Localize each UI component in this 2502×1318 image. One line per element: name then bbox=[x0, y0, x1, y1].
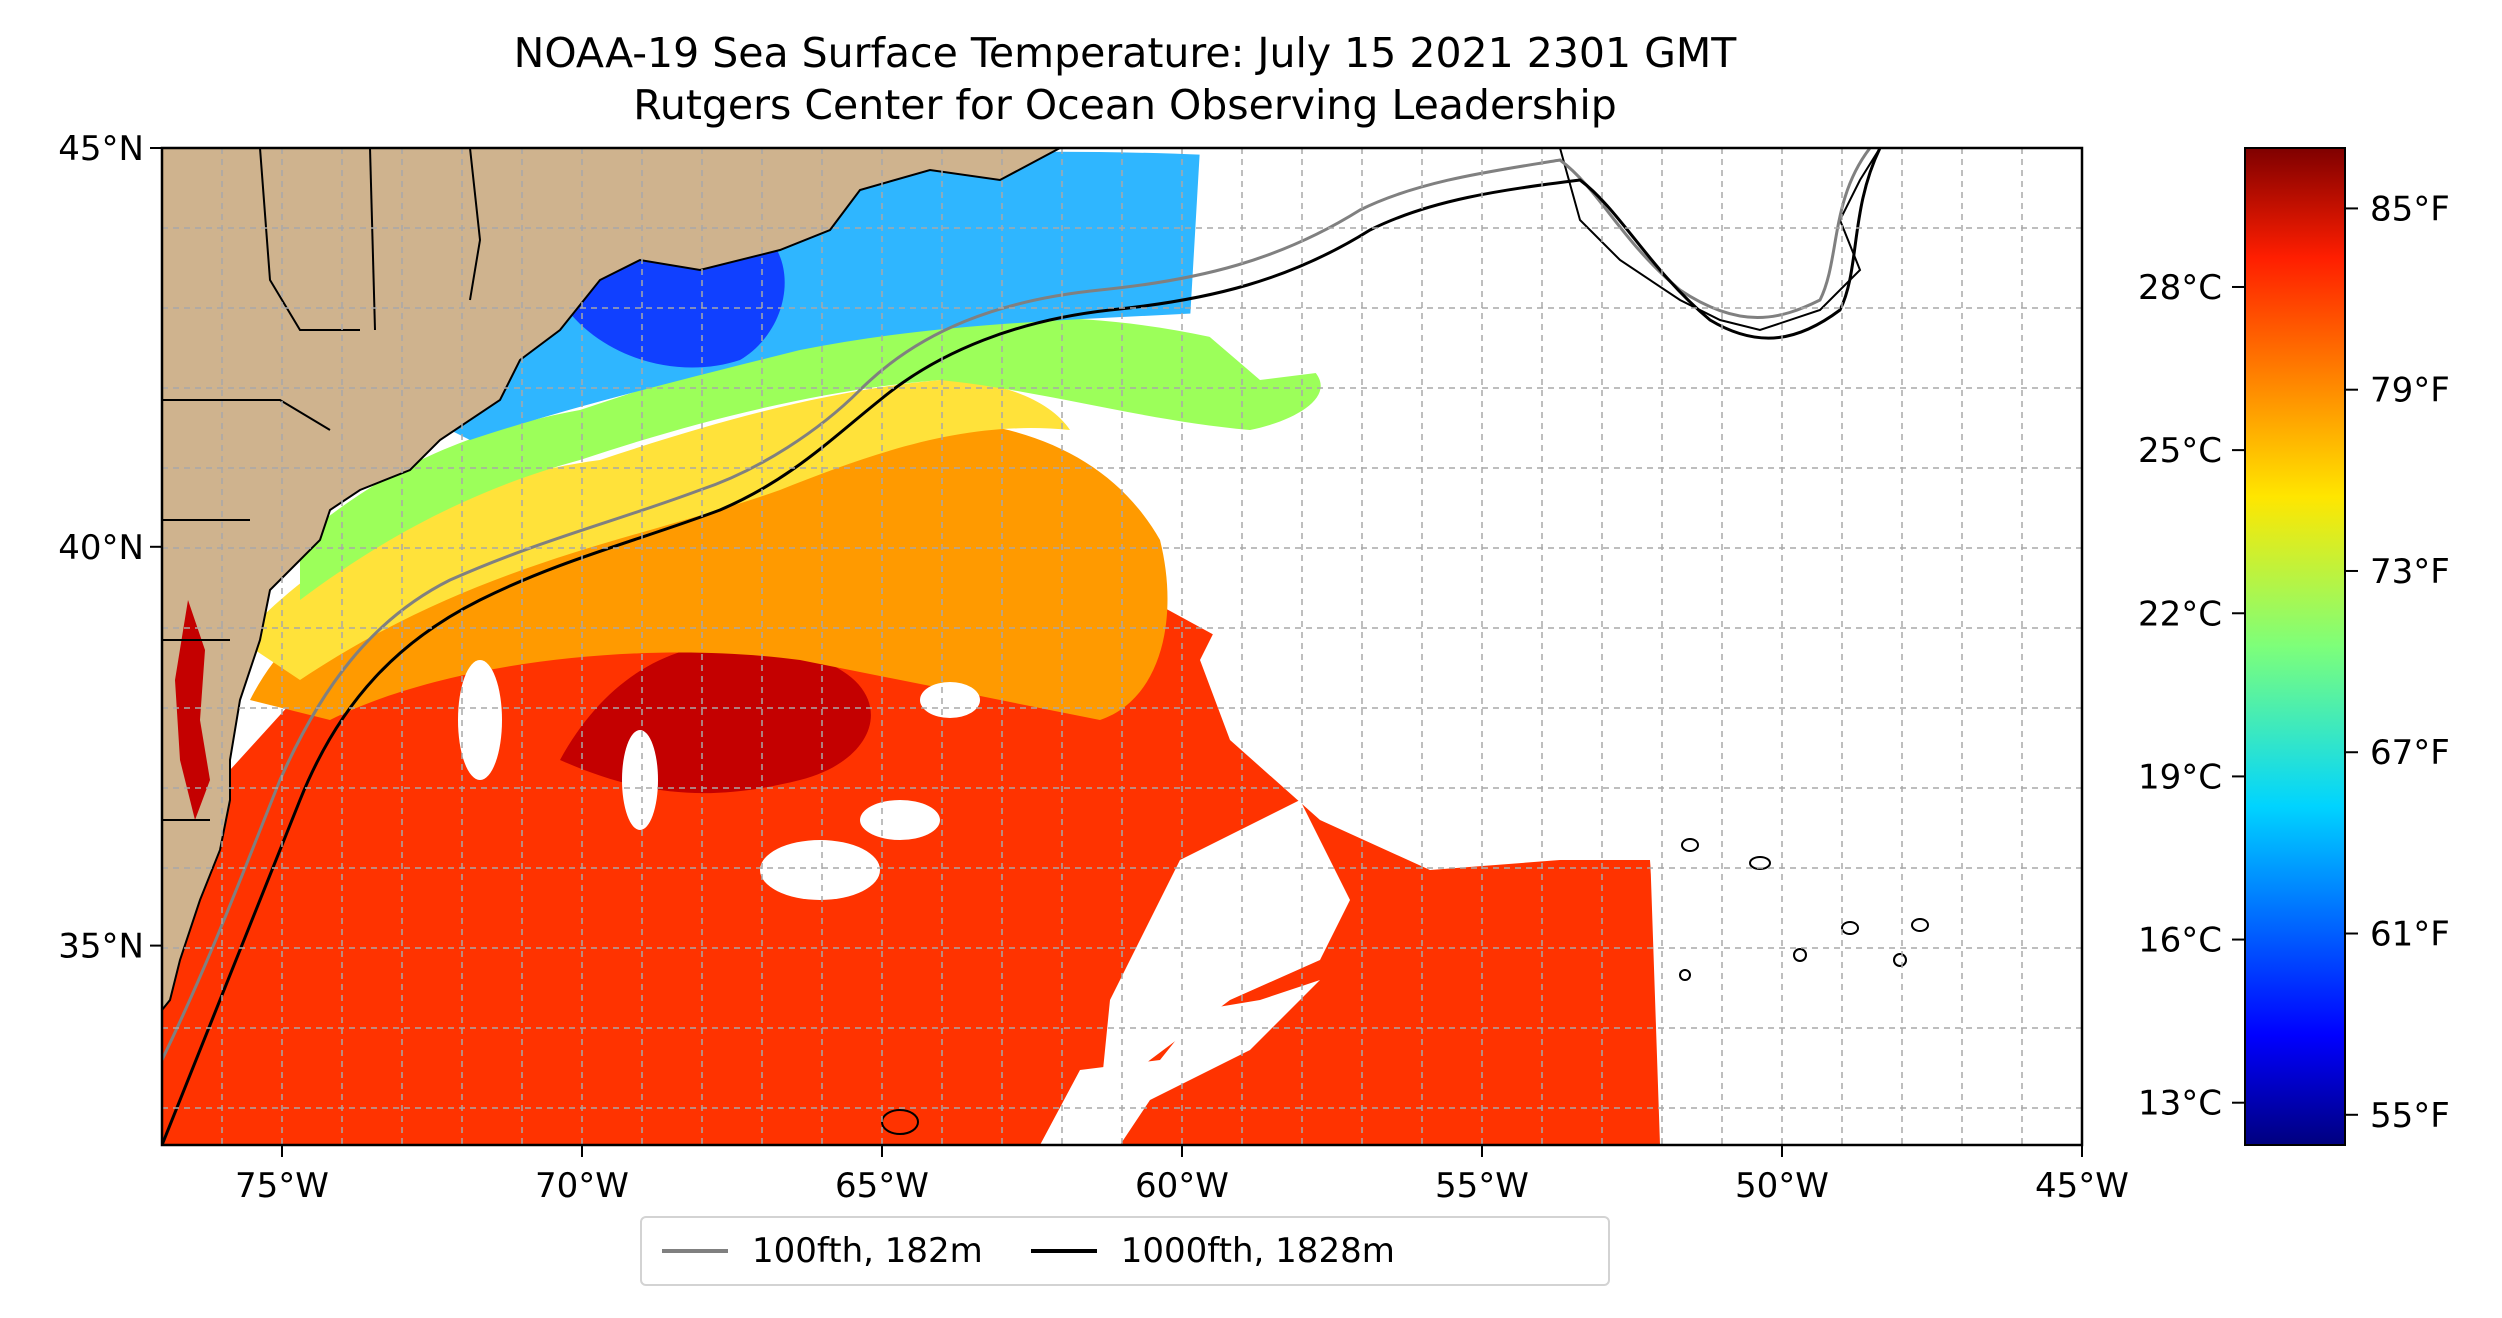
land-nova-scotia bbox=[1558, 148, 1882, 332]
legend-label-100fth: 100fth, 182m bbox=[752, 1231, 983, 1271]
lon-tick-label: 65°W bbox=[835, 1166, 929, 1206]
legend-item-1000fth: 1000fth, 1828m bbox=[1030, 1231, 1395, 1271]
lon-tick-label: 70°W bbox=[535, 1166, 629, 1206]
cloud-patch bbox=[458, 660, 502, 780]
sst-orange-water bbox=[250, 420, 1168, 720]
lon-tick-label: 45°W bbox=[2035, 1166, 2129, 1206]
legend-swatch-black-line bbox=[1030, 1249, 1097, 1253]
longitude-axis: 75°W 70°W 65°W 60°W 55°W 50°W 45°W bbox=[235, 1145, 2129, 1206]
colorbar bbox=[2244, 147, 2346, 1146]
cloud-patch bbox=[622, 730, 658, 830]
fahrenheit-tick-label: 55°F bbox=[2370, 1096, 2450, 1136]
fahrenheit-tick-label: 73°F bbox=[2370, 552, 2450, 592]
contour-100fth bbox=[162, 148, 1872, 1061]
cloud-mask-south bbox=[1040, 980, 1320, 1145]
fahrenheit-tick-label: 67°F bbox=[2370, 733, 2450, 773]
lat-tick-label: 35°N bbox=[58, 927, 144, 967]
colorbar-fahrenheit-axis: 85°F 79°F 73°F 67°F 61°F 55°F bbox=[2345, 189, 2450, 1136]
cloud-patch bbox=[920, 682, 980, 718]
sst-yellow-front bbox=[240, 380, 1070, 680]
celsius-tick-label: 28°C bbox=[2138, 268, 2222, 308]
cloud-patch bbox=[860, 800, 940, 840]
legend-label-1000fth: 1000fth, 1828m bbox=[1120, 1231, 1395, 1271]
fahrenheit-tick-label: 61°F bbox=[2370, 915, 2450, 955]
lon-tick-label: 50°W bbox=[1735, 1166, 1829, 1206]
chesapeake-bay bbox=[175, 600, 210, 820]
map-title: NOAA-19 Sea Surface Temperature: July 15… bbox=[513, 29, 1737, 77]
map-subtitle: Rutgers Center for Ocean Observing Leade… bbox=[633, 81, 1617, 129]
fahrenheit-tick-label: 79°F bbox=[2370, 371, 2450, 411]
celsius-tick-label: 13°C bbox=[2138, 1084, 2222, 1124]
lon-tick-label: 60°W bbox=[1135, 1166, 1229, 1206]
lon-tick-label: 75°W bbox=[235, 1166, 329, 1206]
lat-tick-label: 45°N bbox=[58, 129, 144, 169]
legend-item-100fth: 100fth, 182m bbox=[662, 1231, 983, 1271]
fahrenheit-tick-label: 85°F bbox=[2370, 189, 2450, 229]
cloud-mask-east bbox=[1190, 148, 2082, 1145]
lon-tick-label: 55°W bbox=[1435, 1166, 1529, 1206]
lat-tick-label: 40°N bbox=[58, 528, 144, 568]
legend-swatch-gray-line bbox=[662, 1249, 728, 1253]
land-north-america bbox=[162, 148, 1061, 1012]
state-borders bbox=[162, 148, 482, 821]
map-frame bbox=[160, 146, 2084, 1147]
celsius-tick-label: 16°C bbox=[2138, 921, 2222, 961]
cloud-mask-center bbox=[1100, 800, 1350, 1100]
contour-legend: 100fth, 182m 1000fth, 1828m bbox=[640, 1216, 1610, 1286]
celsius-tick-label: 22°C bbox=[2138, 594, 2222, 634]
celsius-tick-label: 25°C bbox=[2138, 431, 2222, 471]
cloud-patch bbox=[760, 840, 880, 900]
map-gridlines bbox=[162, 148, 2082, 1145]
colorbar-celsius-axis: 28°C 25°C 22°C 19°C 16°C 13°C bbox=[2138, 268, 2245, 1124]
map-canvas bbox=[162, 148, 2082, 1145]
contour-1000fth bbox=[162, 148, 1882, 1145]
latitude-axis: 45°N 40°N 35°N bbox=[58, 129, 162, 967]
celsius-tick-label: 19°C bbox=[2138, 757, 2222, 797]
